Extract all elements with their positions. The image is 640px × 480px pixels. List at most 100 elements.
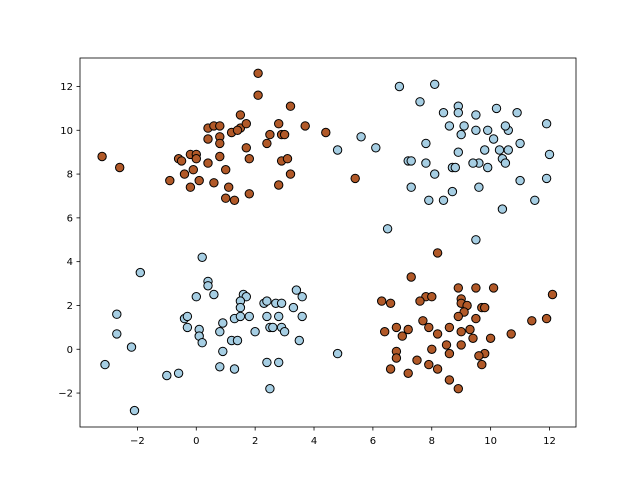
x-axis: −2 0 2 4 6 8 10 12 [130, 427, 556, 447]
scatter-point [456, 340, 466, 350]
scatter-point [262, 357, 272, 368]
scatter-point [477, 359, 487, 370]
scatter-point [385, 364, 396, 374]
scatter-point [291, 285, 302, 295]
scatter-point [224, 182, 234, 192]
scatter-point [268, 322, 278, 333]
scatter-point [265, 129, 275, 140]
scatter-point [471, 235, 481, 245]
scatter-point [182, 322, 193, 333]
scatter-point [421, 138, 431, 149]
scatter-point [447, 186, 458, 197]
scatter-point [474, 182, 484, 192]
scatter-point [97, 151, 107, 162]
scatter-point [468, 158, 478, 168]
scatter-point [221, 165, 231, 175]
scatter-point [215, 121, 225, 131]
y-tick-label: 10 [60, 126, 73, 137]
scatter-point [285, 101, 296, 111]
scatter-point [371, 143, 381, 153]
scatter-point [241, 143, 252, 153]
scatter-point [244, 311, 255, 322]
scatter-point [406, 156, 416, 166]
scatter-point [497, 204, 508, 214]
scatter-point [235, 302, 246, 313]
scatter-point [112, 309, 122, 319]
scatter-point [232, 335, 243, 346]
scatter-point [438, 108, 449, 118]
scatter-point [115, 162, 125, 173]
scatter-point [541, 119, 552, 129]
y-axis: −2 0 2 4 6 8 10 12 [58, 82, 80, 400]
scatter-point [209, 289, 219, 300]
scatter-point [221, 193, 231, 203]
scatter-point [403, 324, 413, 335]
x-tick-label: 2 [252, 436, 258, 447]
scatter-point [209, 178, 219, 188]
scatter-point [427, 344, 437, 354]
scatter-point [459, 121, 469, 131]
scatter-point [432, 364, 443, 374]
scatter-point [465, 324, 475, 335]
scatter-point [444, 322, 455, 333]
scatter-point [235, 110, 246, 120]
y-tick-label: 0 [67, 345, 73, 356]
scatter-point [444, 121, 455, 131]
y-tick-label: −2 [58, 389, 73, 400]
scatter-point [191, 154, 202, 164]
scatter-point [453, 147, 463, 157]
scatter-point [494, 145, 505, 155]
scatter-point [179, 169, 190, 179]
scatter-point [215, 362, 225, 372]
scatter-point [262, 138, 272, 149]
scatter-point [415, 97, 425, 107]
scatter-point [288, 302, 299, 313]
scatter-point [297, 292, 307, 302]
scatter-point [162, 370, 172, 381]
scatter-point [453, 384, 463, 394]
scatter-point [262, 311, 272, 322]
scatter-point [500, 158, 511, 168]
scatter-point [541, 313, 552, 324]
scatter-point [391, 322, 402, 333]
x-tick-label: 10 [484, 436, 497, 447]
scatter-point [194, 175, 204, 186]
scatter-point [444, 375, 455, 385]
scatter-point [274, 180, 284, 190]
scatter-point [253, 68, 263, 79]
scatter-point [441, 340, 452, 350]
scatter-point [279, 327, 290, 337]
plot-frame [79, 57, 577, 428]
scatter-point [406, 182, 416, 192]
scatter-point [274, 311, 284, 322]
scatter-point [488, 134, 499, 144]
scatter-point [135, 267, 146, 278]
scatter-point [432, 329, 443, 339]
scatter-point [350, 173, 360, 184]
scatter-point [430, 169, 440, 179]
scatter-point [444, 348, 455, 359]
scatter-point [321, 127, 331, 138]
scatter-point [415, 296, 425, 306]
scatter-point [297, 311, 307, 322]
scatter-point [456, 129, 466, 140]
points-layer [97, 68, 558, 416]
scatter-point [188, 165, 199, 175]
scatter-point [471, 125, 481, 136]
scatter-point [377, 296, 387, 306]
scatter-point [232, 125, 243, 136]
x-tick-label: 0 [193, 436, 199, 447]
scatter-point [438, 195, 449, 206]
scatter-point [241, 119, 252, 129]
scatter-point [406, 272, 416, 282]
scatter-point [412, 355, 422, 365]
scatter-point [491, 103, 502, 114]
scatter-point [300, 121, 310, 131]
scatter-point [506, 329, 516, 339]
scatter-point [471, 313, 481, 324]
scatter-point [100, 359, 110, 370]
scatter-point [480, 302, 490, 313]
scatter-point [421, 158, 431, 168]
scatter-point [262, 296, 272, 306]
scatter-point [430, 79, 440, 90]
